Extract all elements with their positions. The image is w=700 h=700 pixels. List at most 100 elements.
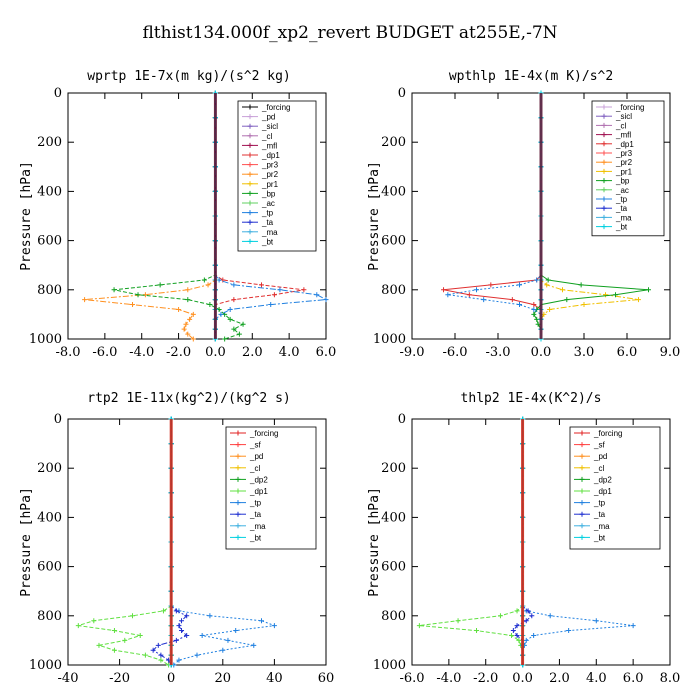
series-bp-point	[534, 316, 540, 322]
series-ta-point	[179, 628, 185, 634]
panel-rtp2: rtp2 1E-11x(kg^2)/(kg^2 s) Pressure [hPa…	[19, 391, 334, 686]
series-ta-point	[184, 613, 190, 619]
series-dp1-point	[96, 642, 102, 648]
y-tick-label: 800	[381, 283, 406, 298]
series-dp1-point	[137, 632, 143, 638]
y-tick-label: 0	[398, 412, 406, 427]
series-pr2-point	[176, 306, 182, 312]
y-axis-label: Pressure [hPa]	[367, 487, 382, 597]
legend-point	[247, 200, 253, 206]
series-tp-point	[523, 637, 529, 643]
series-dp1-point	[111, 647, 117, 653]
y-tick-label: 600	[37, 234, 62, 249]
legend-entry: _ta	[615, 204, 628, 213]
panel-title: thlp2 1E-4x(K^2)/s	[461, 391, 602, 406]
y-tick-label: 600	[381, 234, 406, 249]
series-dp1-point	[130, 613, 135, 619]
legend-point	[579, 488, 585, 494]
series-dp1-point	[474, 628, 479, 634]
series-dp1-point	[514, 608, 520, 614]
legend-point	[601, 141, 607, 147]
y-tick-label: 1000	[373, 332, 406, 347]
legend-point	[235, 488, 241, 494]
series-pr2-point	[142, 292, 148, 298]
panel-wprtp: wprtp 1E-7x(m kg)/(s^2 kg) Pressure [hPa…	[19, 69, 336, 360]
series-tp-point	[218, 311, 224, 317]
series-dp1-point	[531, 302, 537, 308]
series-tp-point	[207, 613, 213, 619]
legend-entry: _tp	[261, 209, 274, 218]
x-tick-label: 0	[167, 671, 175, 686]
legend-entry: _pr1	[261, 180, 279, 189]
legend-point	[247, 152, 253, 158]
legend-entry: _ta	[593, 510, 606, 519]
legend-entry: _cl	[615, 121, 626, 130]
series-ta-point	[525, 608, 531, 614]
legend-entry: _sf	[593, 441, 605, 450]
series-dp1-point	[466, 292, 472, 298]
y-tick-label: 1000	[373, 658, 406, 673]
legend-point	[235, 500, 241, 506]
series-pr2-point	[185, 287, 191, 293]
legend-point	[579, 476, 585, 482]
legend-point	[601, 122, 607, 128]
legend-entry: _tp	[249, 499, 262, 508]
legend-entry: _dp1	[249, 487, 268, 496]
legend-point	[247, 142, 253, 148]
series-dp1-point	[509, 632, 515, 638]
y-tick-label: 0	[54, 412, 62, 427]
legend-entry: _dp1	[593, 487, 612, 496]
legend-entry: _pr2	[261, 170, 279, 179]
legend-point	[247, 181, 253, 187]
series-ta-point	[173, 637, 179, 643]
legend-point	[247, 238, 253, 244]
legend-entry: _tp	[615, 195, 628, 204]
series-dp1-point	[497, 613, 503, 619]
legend-entry: _bt	[261, 237, 274, 246]
series-tp-point	[176, 657, 182, 663]
panel-title: rtp2 1E-11x(kg^2)/(kg^2 s)	[87, 391, 291, 406]
x-tick-label: 0.0	[531, 345, 552, 360]
series-tp-point	[314, 292, 320, 298]
legend-entry: _cl	[261, 132, 272, 141]
y-tick-label: 800	[37, 609, 62, 624]
series-dp1-point	[111, 628, 117, 634]
x-tick-label: -4.0	[436, 671, 461, 686]
legend-point	[247, 104, 253, 110]
legend-point	[579, 442, 585, 448]
legend-point	[601, 113, 607, 119]
series-pr2-point	[181, 326, 187, 332]
legend-entry: _cl	[593, 464, 604, 473]
x-tick-label: 6.0	[623, 671, 644, 686]
legend-entry: _pd	[261, 113, 275, 122]
legend-point	[235, 534, 241, 540]
x-tick-label: 3.0	[574, 345, 595, 360]
legend-point	[601, 214, 607, 220]
panel-title: wprtp 1E-7x(m kg)/(s^2 kg)	[87, 69, 291, 84]
series-dp1-point	[455, 618, 461, 624]
legend-point	[579, 453, 585, 459]
series-ta-point	[158, 652, 164, 658]
legend-point	[601, 104, 607, 110]
x-tick-label: -20	[109, 671, 130, 686]
y-tick-label: 800	[37, 283, 62, 298]
y-tick-label: 0	[54, 86, 62, 101]
series-bp-point	[236, 331, 242, 337]
legend-point	[235, 523, 241, 529]
legend-entry: _bp	[615, 177, 630, 186]
y-tick-label: 800	[381, 609, 406, 624]
y-tick-label: 400	[37, 510, 62, 525]
legend-box	[225, 426, 317, 550]
legend-entry: _bp	[261, 189, 276, 198]
legend-entry: _mfl	[615, 131, 631, 140]
x-tick-label: 2.0	[549, 671, 570, 686]
y-axis-label: Pressure [hPa]	[367, 161, 382, 271]
series-bp-point	[578, 282, 584, 288]
x-tick-label: 9.0	[660, 345, 681, 360]
x-tick-label: -6.0	[399, 671, 424, 686]
figure-title: flthist134.000f_xp2_revert BUDGET at255E…	[142, 23, 557, 43]
y-tick-label: 200	[381, 135, 406, 150]
series-tp-point	[474, 287, 479, 293]
legend-entry: _ma	[615, 213, 632, 222]
